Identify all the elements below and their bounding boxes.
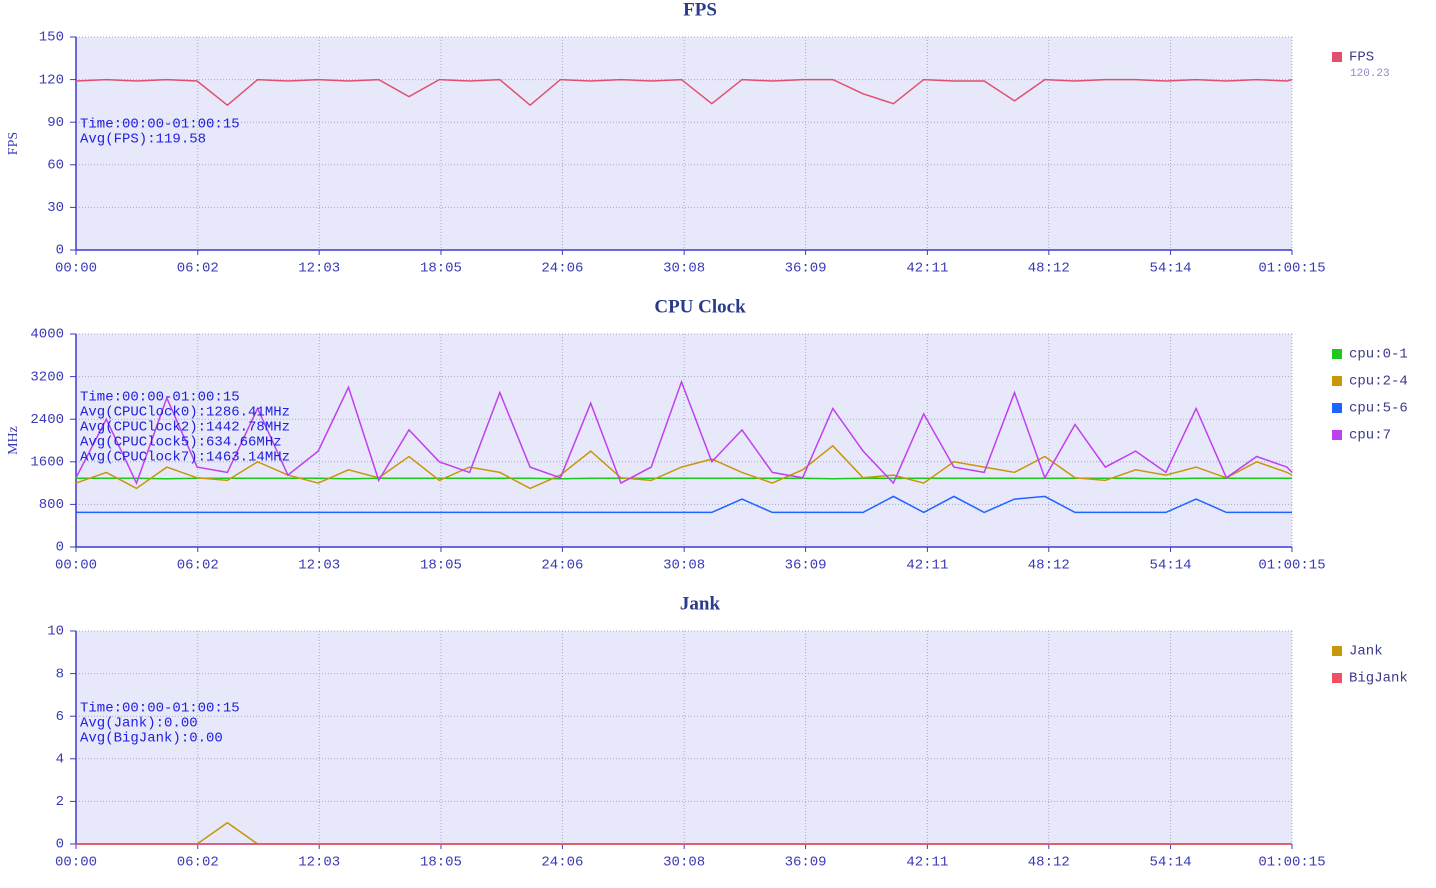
x-tick-label: 12:03 <box>298 261 340 277</box>
x-tick-label: 54:14 <box>1150 261 1192 277</box>
legend-label: cpu:7 <box>1349 428 1391 444</box>
series-line <box>75 379 1293 486</box>
x-tick-label: 54:14 <box>1150 558 1192 574</box>
x-tick-label: 42:11 <box>906 855 948 871</box>
annotation: Time:00:00-01:00:15 <box>80 390 240 406</box>
y-tick-label: 4 <box>56 752 64 768</box>
legend-label: BigJank <box>1349 671 1408 687</box>
chart-title: CPU Clock <box>654 296 746 317</box>
x-tick-label: 06:02 <box>177 558 219 574</box>
legend-swatch <box>1332 349 1342 359</box>
annotation: Avg(Jank):0.00 <box>80 716 198 732</box>
legend-swatch <box>1332 673 1342 683</box>
annotation: Time:00:00-01:00:15 <box>80 701 240 717</box>
x-tick-label: 24:06 <box>541 261 583 277</box>
x-tick-label: 36:09 <box>785 855 827 871</box>
x-tick-label: 36:09 <box>785 558 827 574</box>
series-line <box>75 444 1293 490</box>
x-tick-label: 48:12 <box>1028 855 1070 871</box>
x-tick-label: 18:05 <box>420 855 462 871</box>
y-tick-label: 800 <box>39 497 64 513</box>
x-tick-label: 12:03 <box>298 855 340 871</box>
x-tick-label: 36:09 <box>785 261 827 277</box>
x-tick-label: 00:00 <box>55 558 97 574</box>
legend-swatch <box>1332 376 1342 386</box>
y-tick-label: 0 <box>56 243 64 259</box>
series-line <box>75 78 1293 107</box>
legend-label: cpu:0-1 <box>1349 347 1408 363</box>
y-tick-label: 120 <box>39 72 64 88</box>
annotation: Avg(BigJank):0.00 <box>80 731 223 747</box>
y-tick-label: 1600 <box>30 455 64 471</box>
x-tick-label: 18:05 <box>420 558 462 574</box>
legend-value: 120.23 <box>1350 68 1390 80</box>
annotation: Avg(CPUClock2):1442.78MHz <box>80 420 290 436</box>
legend-label: Jank <box>1349 644 1383 660</box>
legend-label: cpu:5-6 <box>1349 401 1408 417</box>
x-tick-label: 06:02 <box>177 855 219 871</box>
annotation: Avg(CPUClock5):634.66MHz <box>80 435 282 451</box>
annotation: Time:00:00-01:00:15 <box>80 117 240 133</box>
legend-swatch <box>1332 430 1342 440</box>
x-tick-label: 30:08 <box>663 855 705 871</box>
legend-swatch <box>1332 646 1342 656</box>
x-tick-label: 01:00:15 <box>1258 855 1325 871</box>
annotation: Avg(CPUClock7):1463.14MHz <box>80 450 290 466</box>
y-tick-label: 2 <box>56 794 64 810</box>
x-tick-label: 00:00 <box>55 855 97 871</box>
legend-label: cpu:2-4 <box>1349 374 1408 390</box>
y-tick-label: 10 <box>47 624 64 640</box>
series-line <box>76 495 1292 514</box>
plot-background <box>76 37 1292 250</box>
y-axis-label: FPS <box>6 132 21 155</box>
y-tick-label: 30 <box>47 200 64 216</box>
x-tick-label: 30:08 <box>663 558 705 574</box>
y-tick-label: 6 <box>56 709 64 725</box>
x-tick-label: 54:14 <box>1150 855 1192 871</box>
x-tick-label: 18:05 <box>420 261 462 277</box>
y-tick-label: 60 <box>47 158 64 174</box>
chart-title: Jank <box>680 593 721 614</box>
x-tick-label: 42:11 <box>906 558 948 574</box>
x-tick-label: 24:06 <box>541 855 583 871</box>
annotation: Avg(FPS):119.58 <box>80 132 206 148</box>
x-tick-label: 01:00:15 <box>1258 558 1325 574</box>
y-tick-label: 8 <box>56 666 64 682</box>
x-tick-label: 48:12 <box>1028 261 1070 277</box>
legend-swatch <box>1332 52 1342 62</box>
legend-label: FPS <box>1349 50 1374 66</box>
y-tick-label: 4000 <box>30 327 64 343</box>
y-axis-label: MHz <box>6 426 21 455</box>
chart-title: FPS <box>683 0 717 20</box>
x-tick-label: 42:11 <box>906 261 948 277</box>
y-tick-label: 90 <box>47 115 64 131</box>
x-tick-label: 01:00:15 <box>1258 261 1325 277</box>
y-tick-label: 2400 <box>30 412 64 428</box>
x-tick-label: 06:02 <box>177 261 219 277</box>
x-tick-label: 30:08 <box>663 261 705 277</box>
plot-background <box>76 631 1292 844</box>
x-tick-label: 48:12 <box>1028 558 1070 574</box>
x-tick-label: 24:06 <box>541 558 583 574</box>
y-tick-label: 0 <box>56 837 64 853</box>
annotation: Avg(CPUClock0):1286.41MHz <box>80 405 290 421</box>
legend-swatch <box>1332 403 1342 413</box>
x-tick-label: 00:00 <box>55 261 97 277</box>
y-tick-label: 0 <box>56 540 64 556</box>
y-tick-label: 150 <box>39 30 64 46</box>
x-tick-label: 12:03 <box>298 558 340 574</box>
y-tick-label: 3200 <box>30 369 64 385</box>
